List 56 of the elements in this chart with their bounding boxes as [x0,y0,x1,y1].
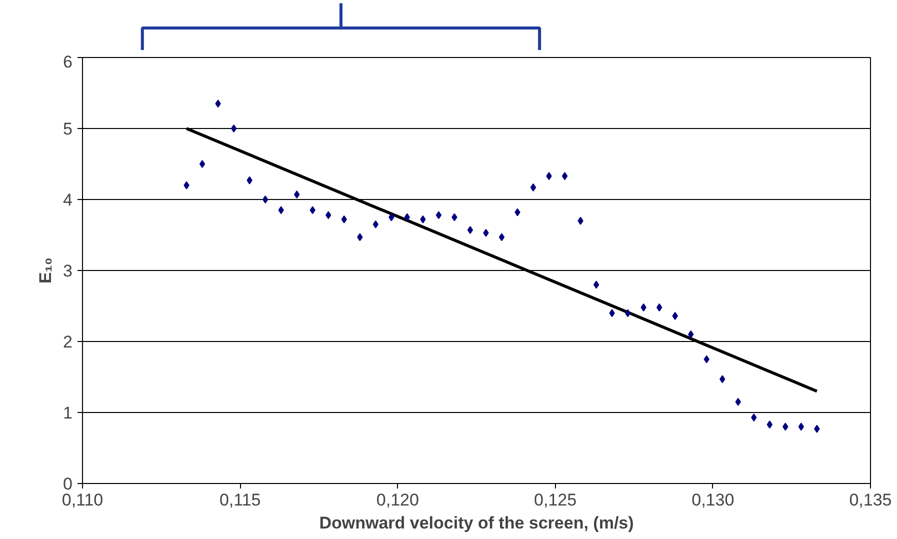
point [310,206,316,214]
point [341,215,347,224]
point [278,206,284,214]
y-tick-label: 0 [63,474,73,494]
y-tick-label: 2 [63,332,73,352]
point [530,183,536,192]
point [262,196,268,204]
x-tick-label: 0,110 [62,490,104,510]
point [798,422,804,431]
point [593,280,600,289]
point [215,100,221,108]
y-tick-label: 3 [63,262,73,280]
point [656,303,662,312]
point [452,213,458,222]
point [404,213,410,222]
point [624,309,631,318]
point [814,424,820,433]
point [766,420,772,429]
y-axis-title: E₁₀ [36,257,56,284]
x-tick-label: 0,115 [219,490,261,510]
point [751,413,757,422]
point [246,176,252,184]
point [688,330,694,338]
point [782,422,788,431]
x-tick-label: 0,130 [692,490,734,510]
point [562,172,568,180]
x-axis-title: Downward velocity of the screen, (m/s) [319,514,634,532]
point [483,228,489,237]
point [720,375,726,384]
point [467,226,474,234]
point [546,172,552,180]
y-tick-label: 5 [63,120,73,138]
point [230,124,237,132]
point [735,398,741,406]
y-tick-label: 4 [63,190,73,210]
point [294,190,300,199]
point [514,208,520,216]
point [326,211,332,220]
x-tick-label: 0,125 [534,490,577,510]
x-tick-label: 0,120 [376,490,419,510]
point [357,233,363,242]
point [609,309,615,318]
x-tick-label: 0,135 [849,490,892,510]
point [372,220,378,228]
point [578,216,584,225]
point [199,160,206,168]
point [704,355,710,364]
point [498,233,505,242]
point [436,211,442,220]
point [420,215,426,224]
y-tick-label: 6 [63,52,73,72]
point [388,213,394,222]
point [672,312,678,320]
point [184,181,190,190]
point [640,303,646,312]
y-tick-label: 1 [63,404,73,422]
